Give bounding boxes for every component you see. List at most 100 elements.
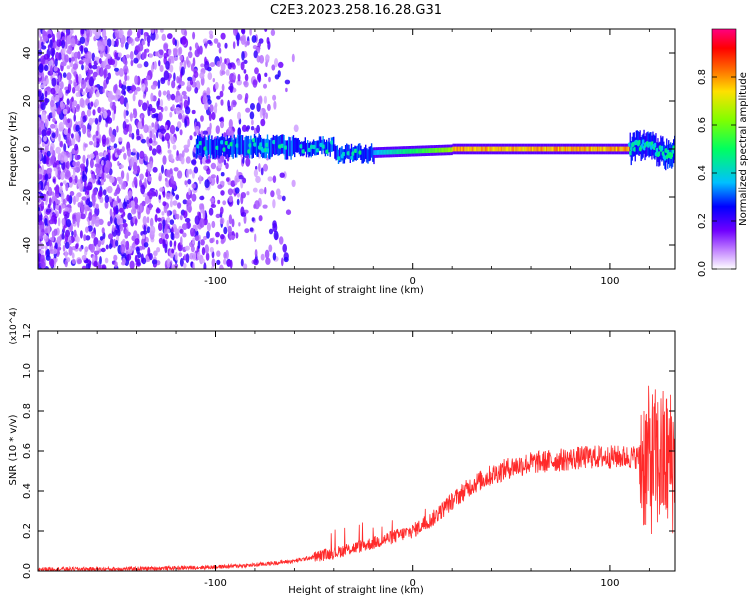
noise-cell bbox=[88, 211, 92, 221]
noise-cell bbox=[219, 217, 225, 225]
noise-cell bbox=[91, 118, 96, 123]
noise-cell bbox=[126, 200, 130, 205]
signal-band-cell bbox=[288, 136, 290, 156]
noise-cell bbox=[240, 61, 245, 71]
noise-cell bbox=[46, 248, 50, 257]
carrier-cell bbox=[529, 146, 531, 152]
noise-cell bbox=[108, 243, 112, 250]
noise-cell bbox=[171, 80, 176, 89]
carrier-cell bbox=[573, 146, 575, 152]
noise-cell bbox=[253, 50, 258, 59]
signal-band-cell bbox=[294, 137, 296, 158]
noise-cell bbox=[182, 232, 187, 238]
carrier-cell bbox=[509, 146, 511, 152]
noise-cell bbox=[136, 152, 140, 161]
noise-cell bbox=[172, 209, 177, 215]
noise-cell bbox=[200, 63, 205, 68]
noise-cell bbox=[220, 99, 224, 106]
noise-cell bbox=[55, 211, 59, 218]
noise-cell bbox=[211, 220, 216, 229]
noise-cell bbox=[203, 165, 208, 171]
noise-cell bbox=[40, 254, 45, 264]
carrier-cell bbox=[449, 147, 451, 153]
noise-cell bbox=[265, 257, 271, 265]
noise-cell bbox=[179, 55, 183, 61]
noise-cell bbox=[277, 61, 284, 68]
noise-cell bbox=[131, 201, 135, 210]
noise-cell bbox=[253, 169, 258, 178]
noise-cell bbox=[157, 97, 161, 106]
noise-cell bbox=[169, 240, 173, 248]
noise-cell bbox=[213, 104, 218, 114]
signal-band-cell bbox=[359, 143, 361, 158]
carrier-cell bbox=[458, 146, 460, 152]
signal-peak-cell bbox=[227, 144, 231, 149]
noise-cell bbox=[93, 260, 98, 267]
noise-cell bbox=[230, 180, 236, 188]
noise-cell bbox=[174, 39, 177, 47]
noise-cell bbox=[254, 233, 257, 243]
noise-cell bbox=[143, 224, 147, 233]
x-tick-label: 0 bbox=[410, 276, 416, 287]
noise-cell bbox=[71, 230, 74, 237]
signal-peak-cell bbox=[215, 145, 219, 150]
noise-cell bbox=[92, 188, 98, 196]
noise-cell bbox=[245, 126, 249, 132]
signal-band-cell bbox=[207, 135, 209, 155]
carrier-cell bbox=[374, 150, 376, 155]
noise-cell bbox=[141, 117, 145, 127]
signal-band-cell bbox=[355, 146, 357, 161]
noise-cell bbox=[272, 175, 277, 183]
noise-cell bbox=[235, 177, 241, 183]
noise-cell bbox=[164, 233, 169, 240]
carrier-cell bbox=[425, 148, 427, 154]
signal-peak-cell bbox=[203, 146, 207, 151]
noise-cell bbox=[120, 170, 125, 180]
noise-cell bbox=[68, 236, 72, 241]
noise-cell bbox=[114, 67, 119, 72]
carrier-cell bbox=[596, 146, 599, 152]
noise-cell bbox=[167, 149, 172, 154]
noise-cell bbox=[159, 187, 165, 192]
carrier-cell bbox=[393, 149, 395, 155]
signal-band-cell bbox=[220, 136, 222, 156]
noise-cell bbox=[146, 216, 150, 224]
noise-cell bbox=[252, 187, 258, 193]
carrier-cell bbox=[502, 146, 504, 152]
noise-cell bbox=[177, 95, 181, 102]
noise-cell bbox=[267, 176, 273, 182]
signal-band-cell bbox=[289, 137, 291, 157]
noise-cell bbox=[199, 45, 203, 55]
noise-cell bbox=[177, 243, 182, 250]
noise-cell bbox=[119, 224, 124, 232]
carrier-cell bbox=[486, 146, 489, 152]
signal-band-cell bbox=[365, 144, 367, 160]
carrier-cell bbox=[401, 149, 404, 154]
signal-band-cell bbox=[213, 138, 215, 158]
noise-cell bbox=[54, 242, 58, 250]
noise-cell bbox=[199, 218, 205, 228]
carrier-cell bbox=[538, 146, 541, 152]
carrier-cell bbox=[459, 146, 461, 152]
x-tick-label: 0 bbox=[410, 578, 416, 589]
signal-band-cell bbox=[317, 140, 319, 155]
noise-cell bbox=[82, 154, 86, 164]
noise-cell bbox=[150, 107, 156, 114]
noise-cell bbox=[94, 219, 100, 227]
noise-cell bbox=[74, 143, 79, 151]
carrier-cell bbox=[420, 148, 422, 154]
noise-cell bbox=[131, 243, 135, 249]
noise-cell bbox=[66, 136, 72, 146]
noise-cell bbox=[48, 219, 55, 225]
signal-band-cell bbox=[318, 136, 321, 151]
noise-cell bbox=[258, 215, 263, 222]
noise-cell bbox=[137, 211, 141, 220]
noise-cell bbox=[254, 67, 259, 75]
signal-band-cell bbox=[285, 140, 288, 160]
noise-cell bbox=[241, 51, 245, 61]
signal-band-cell bbox=[298, 139, 301, 155]
signal-band-cell bbox=[330, 137, 333, 152]
noise-cell bbox=[177, 121, 182, 129]
noise-cell bbox=[64, 241, 70, 249]
carrier-cell bbox=[398, 149, 400, 155]
